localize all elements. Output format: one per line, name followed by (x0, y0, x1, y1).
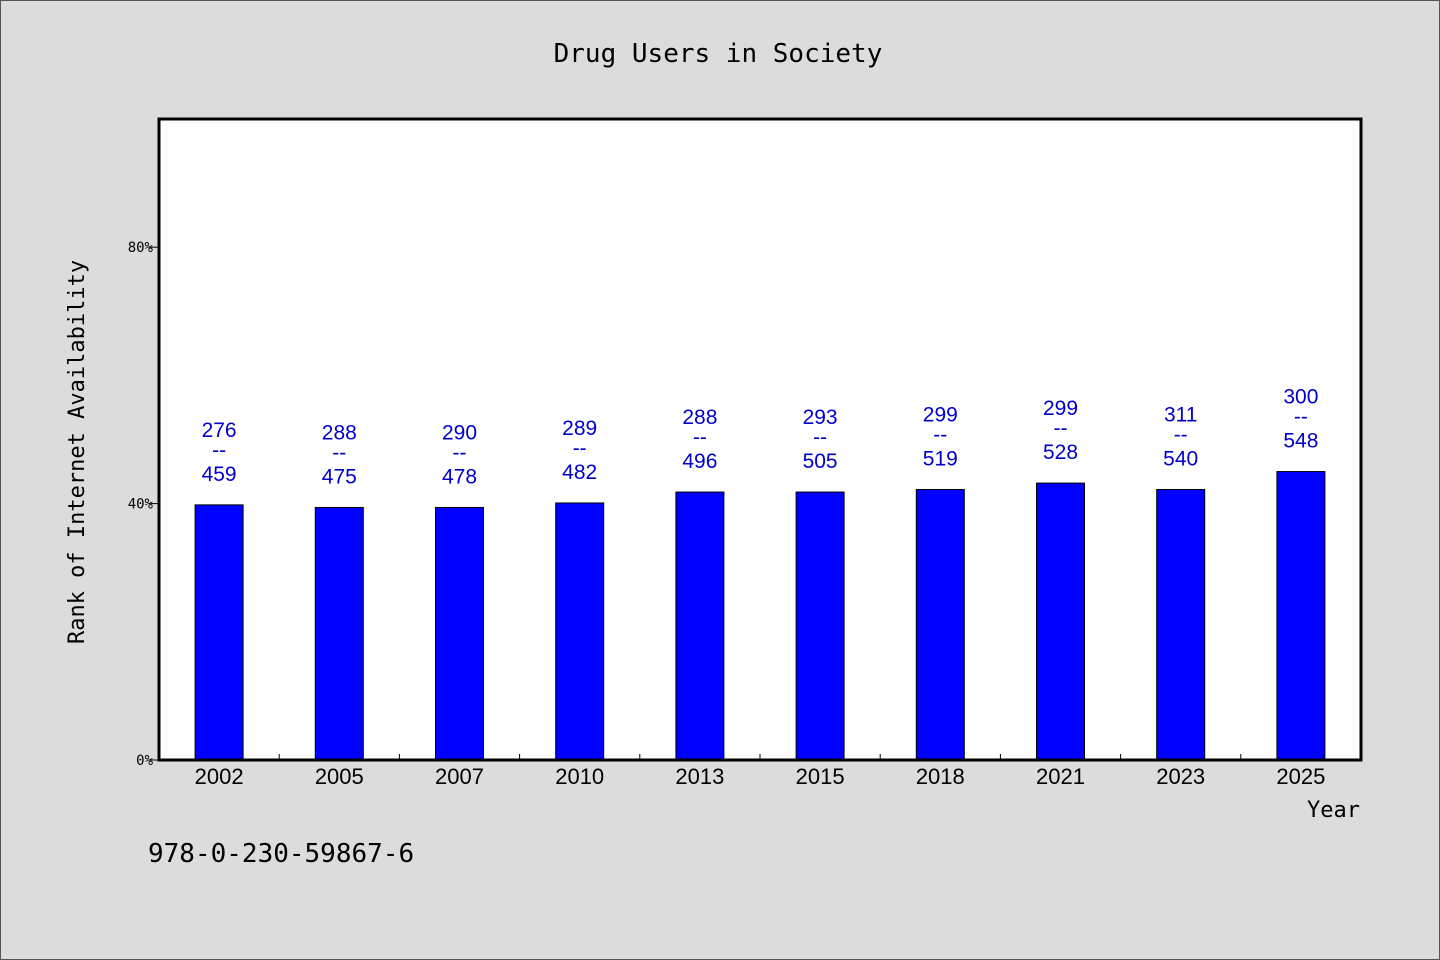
isbn-footer: 978-0-230-59867-6 (148, 839, 414, 869)
bar (194, 504, 244, 761)
data-label-bottom: 548 (1283, 430, 1318, 453)
x-axis: 2002 2005 2007 2010 2013 2015 2018 2021 2023 2025 (195, 754, 1325, 789)
y-tick-label: 0% (136, 753, 153, 769)
x-tick-label: 2025 (1276, 764, 1325, 789)
data-label-top: 276 (202, 419, 237, 442)
x-axis-label: Year (1307, 798, 1360, 823)
x-tick-label: 2002 (195, 764, 244, 789)
data-label-top: 300 (1283, 386, 1318, 409)
data-label-bottom: 475 (322, 465, 357, 488)
x-tick-label: 2021 (1036, 764, 1085, 789)
data-labels: 276--459288--475290--478289--482288--496… (202, 386, 1319, 489)
data-label-top: 311 (1164, 403, 1197, 426)
data-label-separator: -- (693, 426, 707, 449)
data-label-separator: -- (813, 426, 827, 449)
y-tick-label: 40% (128, 497, 154, 513)
bar (915, 488, 965, 761)
x-tick-label: 2005 (315, 764, 364, 789)
data-label-separator: -- (573, 437, 587, 460)
x-tick-label: 2015 (796, 764, 845, 789)
data-label-bottom: 528 (1043, 441, 1078, 464)
plot-border (157, 117, 1363, 762)
y-tick-label: 80% (128, 240, 154, 256)
x-tick-label: 2010 (555, 764, 604, 789)
data-label-top: 293 (803, 406, 838, 429)
bar (435, 506, 484, 761)
data-label-bottom: 505 (803, 450, 838, 473)
data-label-separator: -- (933, 423, 947, 446)
bar (555, 502, 605, 761)
data-label-separator: -- (1054, 417, 1068, 440)
bar (795, 491, 845, 761)
data-label-separator: -- (212, 439, 226, 462)
bar (314, 506, 364, 761)
data-label-bottom: 496 (682, 450, 717, 473)
bar (1276, 471, 1326, 761)
bar-series (194, 471, 1326, 761)
x-tick-label: 2007 (435, 764, 484, 789)
data-label-separator: -- (453, 441, 467, 464)
y-axis: 0% 40% 80% (128, 240, 159, 769)
data-label-bottom: 519 (923, 447, 958, 470)
chart-title: Drug Users in Society (554, 39, 883, 69)
data-label-top: 290 (442, 421, 477, 444)
data-label-separator: -- (1294, 406, 1308, 429)
data-label-top: 288 (322, 421, 357, 444)
bar (1156, 488, 1206, 761)
data-label-top: 299 (923, 403, 958, 426)
data-label-top: 289 (562, 417, 597, 440)
data-label-bottom: 482 (562, 461, 597, 484)
data-label-bottom: 478 (442, 465, 477, 488)
bar (1036, 482, 1085, 761)
data-label-top: 288 (682, 406, 717, 429)
x-tick-label: 2023 (1156, 764, 1205, 789)
data-label-bottom: 459 (202, 463, 237, 486)
data-label-bottom: 540 (1163, 447, 1198, 470)
data-label-separator: -- (332, 441, 346, 464)
bar (675, 491, 725, 761)
x-tick-label: 2013 (675, 764, 724, 789)
y-axis-label: Rank of Internet Availability (65, 260, 90, 644)
x-tick-label: 2018 (916, 764, 965, 789)
data-label-top: 299 (1043, 397, 1078, 420)
data-label-separator: -- (1174, 423, 1188, 446)
